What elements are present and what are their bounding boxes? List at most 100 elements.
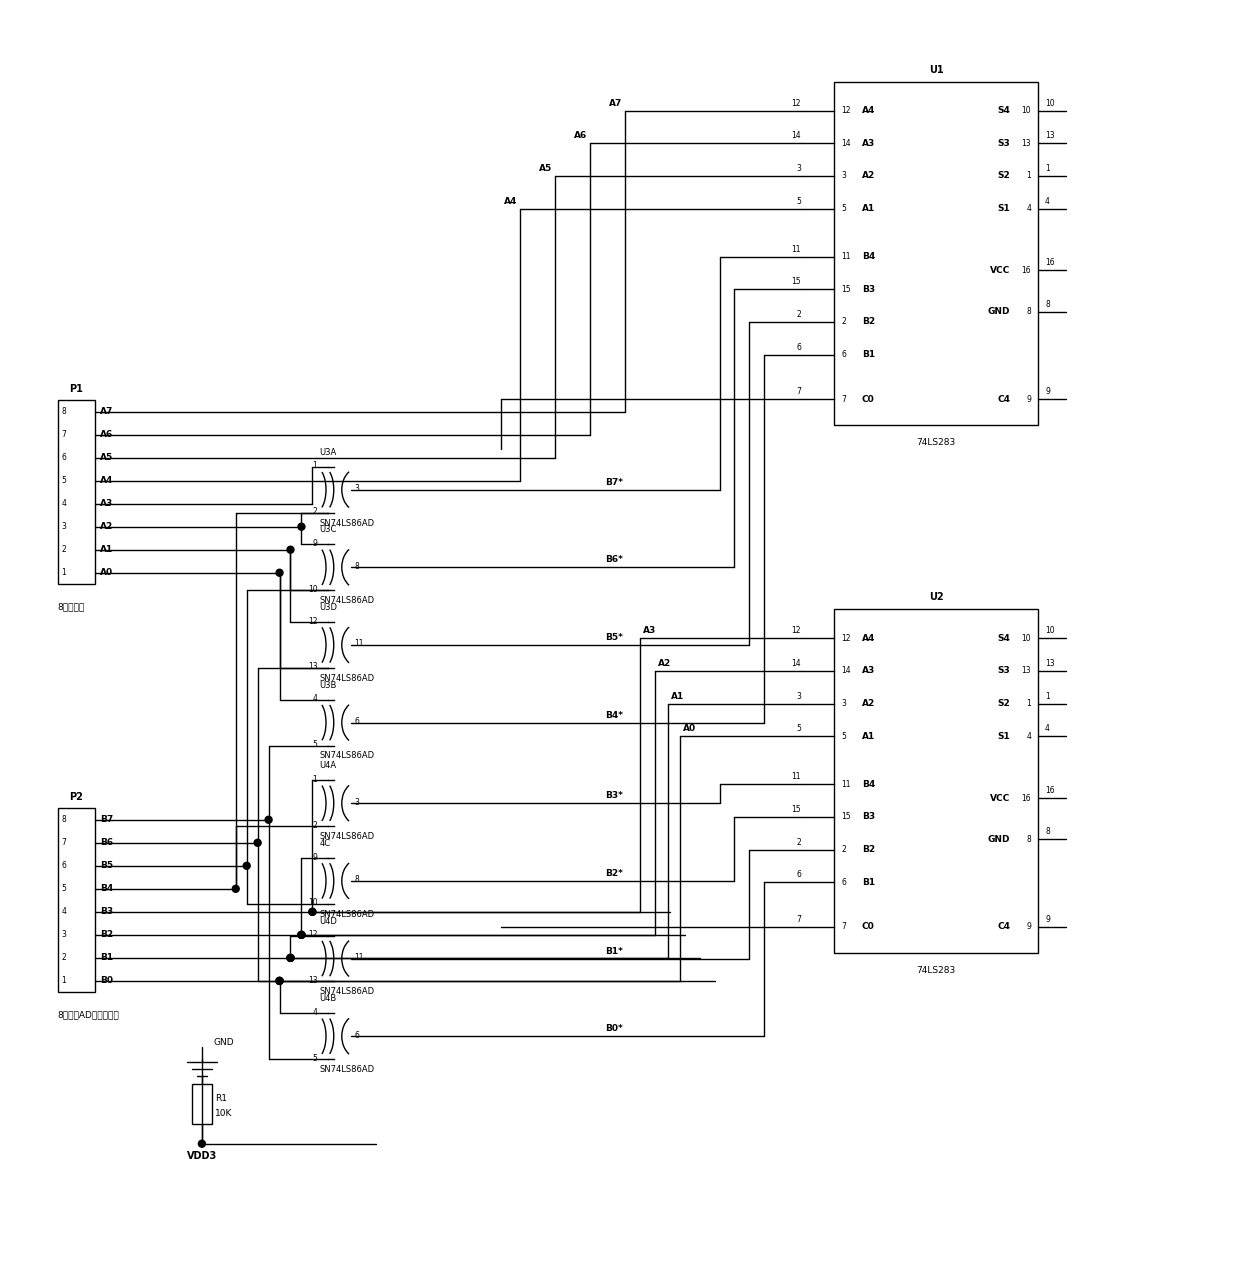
Text: 6: 6 bbox=[796, 870, 801, 879]
Text: 1: 1 bbox=[62, 976, 66, 985]
Text: A1: A1 bbox=[862, 732, 875, 741]
Text: 8: 8 bbox=[62, 815, 66, 824]
Text: B2: B2 bbox=[862, 845, 875, 854]
Text: B1: B1 bbox=[100, 953, 114, 962]
Text: 5: 5 bbox=[796, 197, 801, 206]
Text: 6: 6 bbox=[355, 1031, 360, 1040]
Text: 4: 4 bbox=[1045, 724, 1050, 733]
Text: 10: 10 bbox=[1045, 98, 1055, 107]
Text: A3: A3 bbox=[862, 139, 875, 148]
Text: 1: 1 bbox=[312, 775, 317, 784]
Text: 6: 6 bbox=[62, 861, 67, 870]
Text: 16: 16 bbox=[1022, 266, 1032, 275]
Text: U3B: U3B bbox=[320, 680, 337, 689]
Text: 13: 13 bbox=[1022, 666, 1032, 675]
Text: A2: A2 bbox=[658, 659, 671, 668]
Bar bbox=[835, 82, 1038, 425]
Text: 11: 11 bbox=[355, 953, 365, 962]
Text: 5: 5 bbox=[841, 732, 846, 741]
Text: A4: A4 bbox=[862, 106, 875, 115]
Text: VDD3: VDD3 bbox=[187, 1151, 217, 1161]
Text: 6: 6 bbox=[841, 877, 846, 886]
Text: 4: 4 bbox=[1045, 197, 1050, 206]
Text: 8位并口AD实际测量值: 8位并口AD实际测量值 bbox=[57, 1010, 119, 1019]
Text: 8: 8 bbox=[355, 561, 360, 570]
Text: 3: 3 bbox=[796, 164, 801, 173]
Text: A5: A5 bbox=[100, 453, 114, 462]
Text: 9: 9 bbox=[312, 853, 317, 862]
Circle shape bbox=[277, 977, 283, 985]
Text: 3: 3 bbox=[355, 798, 360, 807]
Text: U3C: U3C bbox=[320, 526, 337, 535]
Text: VCC: VCC bbox=[990, 793, 1011, 802]
Text: A4: A4 bbox=[862, 634, 875, 643]
Text: C4: C4 bbox=[997, 922, 1011, 931]
Text: A1: A1 bbox=[862, 205, 875, 214]
Text: 10: 10 bbox=[308, 585, 317, 593]
Bar bbox=[57, 808, 95, 993]
Text: 6: 6 bbox=[796, 343, 801, 352]
Text: U4B: U4B bbox=[320, 994, 336, 1003]
Text: 3: 3 bbox=[355, 485, 360, 494]
Text: 6: 6 bbox=[62, 453, 67, 462]
Text: S3: S3 bbox=[997, 666, 1011, 675]
Text: SN74LS86AD: SN74LS86AD bbox=[320, 909, 374, 918]
Text: GND: GND bbox=[213, 1037, 234, 1046]
Text: 11: 11 bbox=[355, 640, 365, 648]
Text: 7: 7 bbox=[841, 395, 846, 404]
Text: B0*: B0* bbox=[605, 1024, 622, 1033]
Text: VCC: VCC bbox=[990, 266, 1011, 275]
Text: 4C: 4C bbox=[320, 839, 331, 848]
Text: 10: 10 bbox=[1022, 106, 1032, 115]
Text: A1: A1 bbox=[100, 545, 114, 554]
Circle shape bbox=[298, 523, 305, 531]
Text: A0: A0 bbox=[100, 568, 114, 577]
Text: B3: B3 bbox=[862, 285, 875, 294]
Text: SN74LS86AD: SN74LS86AD bbox=[320, 833, 374, 842]
Text: C0: C0 bbox=[862, 395, 874, 404]
Text: 13: 13 bbox=[308, 663, 317, 671]
Text: 3: 3 bbox=[841, 700, 846, 709]
Text: 11: 11 bbox=[791, 773, 801, 781]
Bar bbox=[57, 400, 95, 585]
Text: 11: 11 bbox=[791, 244, 801, 253]
Text: 2: 2 bbox=[62, 545, 66, 554]
Text: 5: 5 bbox=[312, 1054, 317, 1063]
Text: 5: 5 bbox=[796, 724, 801, 733]
Text: U3D: U3D bbox=[320, 604, 337, 613]
Text: 8: 8 bbox=[62, 407, 66, 416]
Text: 12: 12 bbox=[791, 627, 801, 636]
Text: 9: 9 bbox=[1045, 388, 1050, 396]
Text: 8: 8 bbox=[1045, 299, 1050, 308]
Text: 1: 1 bbox=[1045, 164, 1050, 173]
Text: 14: 14 bbox=[841, 139, 851, 148]
Text: A4: A4 bbox=[100, 476, 114, 485]
Text: U3A: U3A bbox=[320, 448, 336, 457]
Text: 15: 15 bbox=[791, 278, 801, 286]
Text: 4: 4 bbox=[1027, 205, 1032, 214]
Text: U1: U1 bbox=[929, 64, 944, 74]
Text: S4: S4 bbox=[997, 634, 1011, 643]
Text: 6: 6 bbox=[355, 718, 360, 726]
Text: 7: 7 bbox=[796, 914, 801, 923]
Text: 10: 10 bbox=[1045, 627, 1055, 636]
Text: B6*: B6* bbox=[605, 555, 622, 564]
Text: SN74LS86AD: SN74LS86AD bbox=[320, 674, 374, 683]
Text: 8: 8 bbox=[1045, 828, 1050, 836]
Text: 7: 7 bbox=[796, 388, 801, 396]
Bar bbox=[835, 609, 1038, 953]
Text: U2: U2 bbox=[929, 592, 944, 602]
Text: 3: 3 bbox=[62, 930, 67, 939]
Text: S3: S3 bbox=[997, 139, 1011, 148]
Text: 11: 11 bbox=[841, 252, 851, 261]
Text: 3: 3 bbox=[841, 171, 846, 180]
Circle shape bbox=[298, 931, 305, 939]
Text: 14: 14 bbox=[791, 132, 801, 141]
Text: 5: 5 bbox=[62, 476, 67, 485]
Circle shape bbox=[277, 977, 283, 985]
Text: B5: B5 bbox=[100, 861, 114, 870]
Text: 9: 9 bbox=[1027, 395, 1032, 404]
Text: B1*: B1* bbox=[605, 946, 622, 955]
Text: B4: B4 bbox=[862, 252, 875, 261]
Text: 7: 7 bbox=[62, 838, 67, 847]
